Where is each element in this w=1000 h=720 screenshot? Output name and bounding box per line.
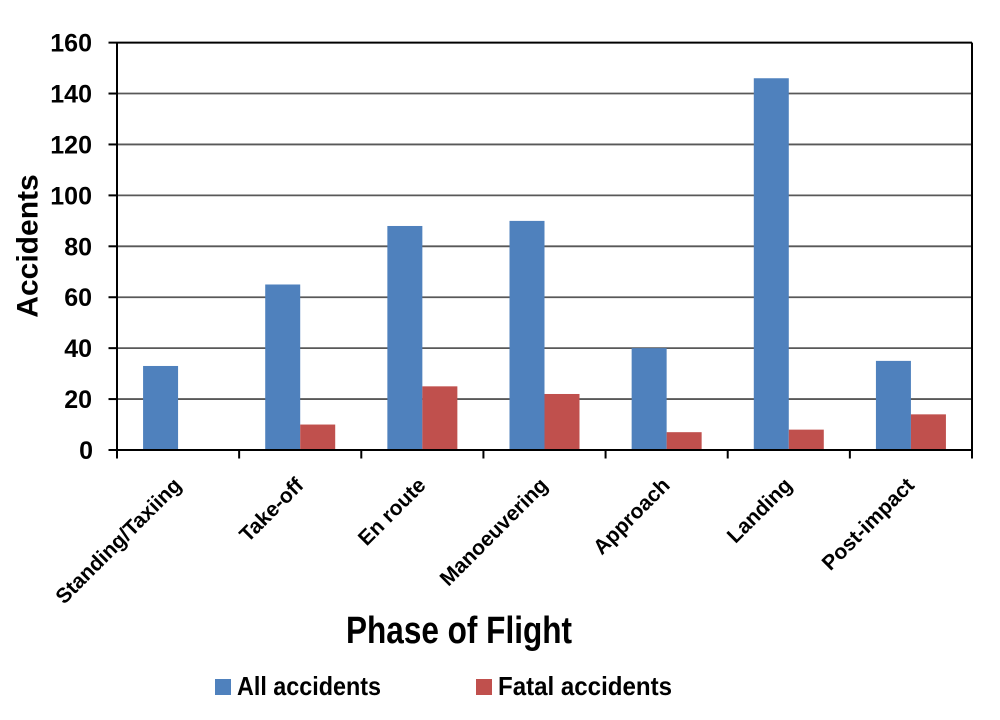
svg-text:20: 20	[64, 386, 92, 414]
svg-text:80: 80	[64, 233, 92, 261]
svg-text:160: 160	[50, 30, 92, 58]
svg-text:Fatal accidents: Fatal accidents	[498, 671, 672, 701]
svg-text:120: 120	[50, 132, 92, 160]
svg-text:Phase of Flight: Phase of Flight	[346, 610, 572, 652]
svg-text:140: 140	[50, 81, 92, 109]
svg-text:60: 60	[64, 284, 92, 312]
svg-text:0: 0	[79, 437, 93, 465]
svg-text:40: 40	[64, 335, 92, 363]
svg-text:100: 100	[50, 182, 92, 210]
svg-text:All accidents: All accidents	[237, 671, 381, 701]
svg-text:Accidents: Accidents	[12, 174, 45, 317]
